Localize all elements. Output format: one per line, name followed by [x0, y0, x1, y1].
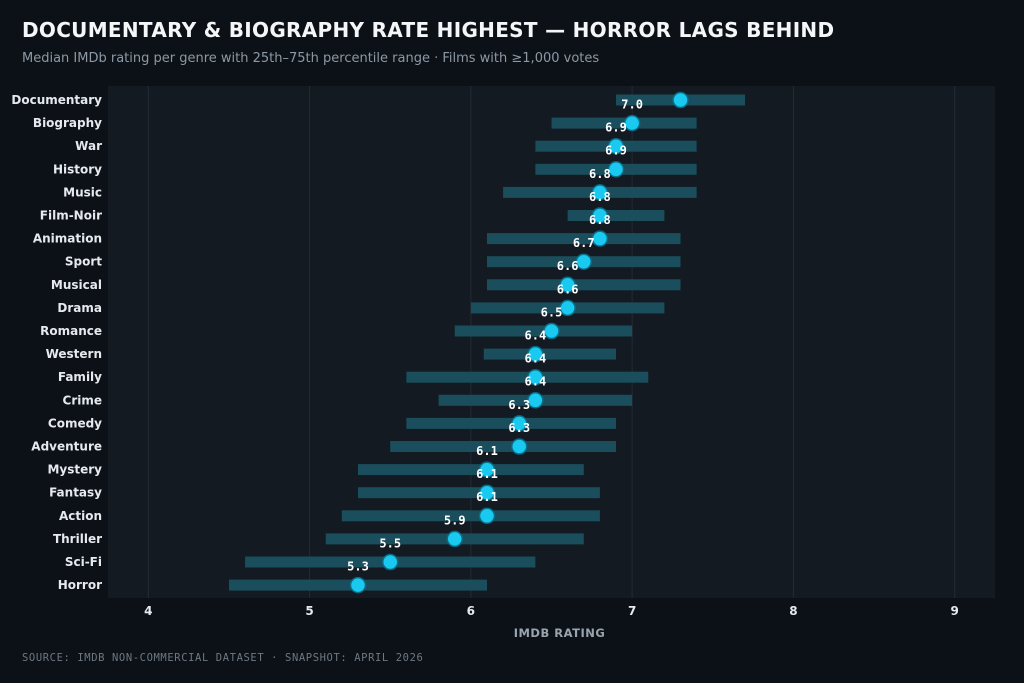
category-label: Animation [33, 232, 102, 246]
median-dot [478, 507, 496, 525]
x-tick-label: 9 [951, 604, 959, 618]
category-label: Drama [57, 301, 102, 315]
value-label: 6.4 [525, 352, 547, 366]
x-tick-labels: 4 5 6 7 8 9 [144, 604, 959, 618]
x-tick-label: 5 [305, 604, 313, 618]
value-label: 6.9 [605, 121, 627, 135]
median-dot [607, 137, 625, 155]
x-axis-title: IMDB RATING [514, 626, 606, 640]
median-dot [623, 114, 641, 132]
value-label: 7.0 [621, 98, 643, 112]
median-dot [381, 553, 399, 571]
category-label: Mystery [47, 463, 102, 477]
range-bar [357, 464, 584, 476]
category-label: Sport [65, 255, 102, 269]
median-dot [510, 415, 528, 432]
value-label: 6.5 [541, 305, 563, 319]
category-label: Fantasy [49, 486, 102, 500]
value-label: 6.6 [557, 259, 579, 273]
category-label: Romance [40, 324, 102, 338]
category-label: Sci-Fi [65, 555, 102, 569]
value-label: 6.1 [476, 444, 498, 458]
median-dot [591, 207, 609, 224]
median-dot [478, 461, 496, 478]
value-label: 5.3 [347, 560, 369, 574]
value-label: 6.8 [589, 190, 611, 204]
range-bar [390, 441, 617, 452]
x-tick-label: 4 [144, 604, 152, 618]
category-label: Thriller [53, 532, 102, 546]
value-label: 6.9 [605, 144, 627, 158]
median-dot [510, 438, 528, 455]
category-label: Horror [58, 578, 102, 592]
value-label: 6.3 [508, 421, 530, 435]
x-tick-label: 8 [789, 604, 797, 618]
median-dot [527, 368, 544, 386]
median-dot [559, 299, 576, 317]
median-dot [478, 484, 496, 501]
category-label: Comedy [48, 416, 102, 430]
median-dot [672, 91, 689, 109]
value-label: 6.4 [525, 375, 547, 389]
source-note: SOURCE: IMDB NON-COMMERCIAL DATASET · SN… [22, 652, 424, 664]
category-label: Biography [33, 116, 102, 130]
category-label: Family [58, 370, 102, 384]
category-label: History [53, 162, 102, 176]
value-label: 6.4 [525, 329, 547, 343]
median-dot [527, 392, 544, 409]
value-label: 6.6 [557, 282, 579, 296]
median-dot [591, 184, 609, 201]
median-dot [349, 576, 367, 594]
range-bar [486, 233, 681, 245]
category-label: Music [63, 185, 102, 199]
category-label: Crime [63, 393, 102, 407]
category-label: Adventure [31, 440, 102, 454]
median-dot [607, 161, 625, 178]
value-label: 6.1 [476, 467, 498, 481]
gridlines [147, 86, 956, 598]
range-bar [486, 279, 681, 291]
median-dots [349, 91, 689, 594]
median-dot [446, 530, 463, 548]
category-label: Action [59, 509, 102, 523]
median-dot [543, 322, 560, 340]
median-dot [559, 276, 576, 294]
median-dot [527, 345, 544, 363]
category-label: Musical [51, 278, 102, 292]
value-labels: 7.0 6.9 6.9 6.8 6.8 6.8 6.7 6.6 6.6 6.5 6.4 6.4 6.4 6… [347, 98, 643, 574]
median-dot [575, 253, 593, 270]
value-label: 5.9 [444, 513, 466, 527]
category-label: Documentary [11, 93, 102, 107]
value-label: 5.5 [379, 536, 401, 550]
value-label: 6.1 [476, 490, 498, 504]
median-dot [591, 230, 609, 247]
chart-subtitle: Median IMDb rating per genre with 25th–7… [22, 51, 600, 66]
range-bar [341, 510, 600, 522]
range-bar [567, 210, 665, 221]
category-labels: Documentary Biography War History Music Film-… [11, 93, 102, 592]
value-label: 6.8 [589, 213, 611, 227]
chart-title: DOCUMENTARY & BIOGRAPHY RATE HIGHEST — H… [22, 18, 835, 42]
value-label: 6.7 [573, 236, 595, 250]
category-label: Film-Noir [40, 209, 102, 223]
category-label: War [75, 139, 102, 153]
category-label: Western [46, 347, 102, 361]
x-tick-label: 7 [628, 604, 636, 618]
value-label: 6.3 [508, 398, 530, 412]
range-bar [483, 348, 617, 360]
x-tick-label: 6 [467, 604, 475, 618]
value-label: 6.8 [589, 167, 611, 181]
